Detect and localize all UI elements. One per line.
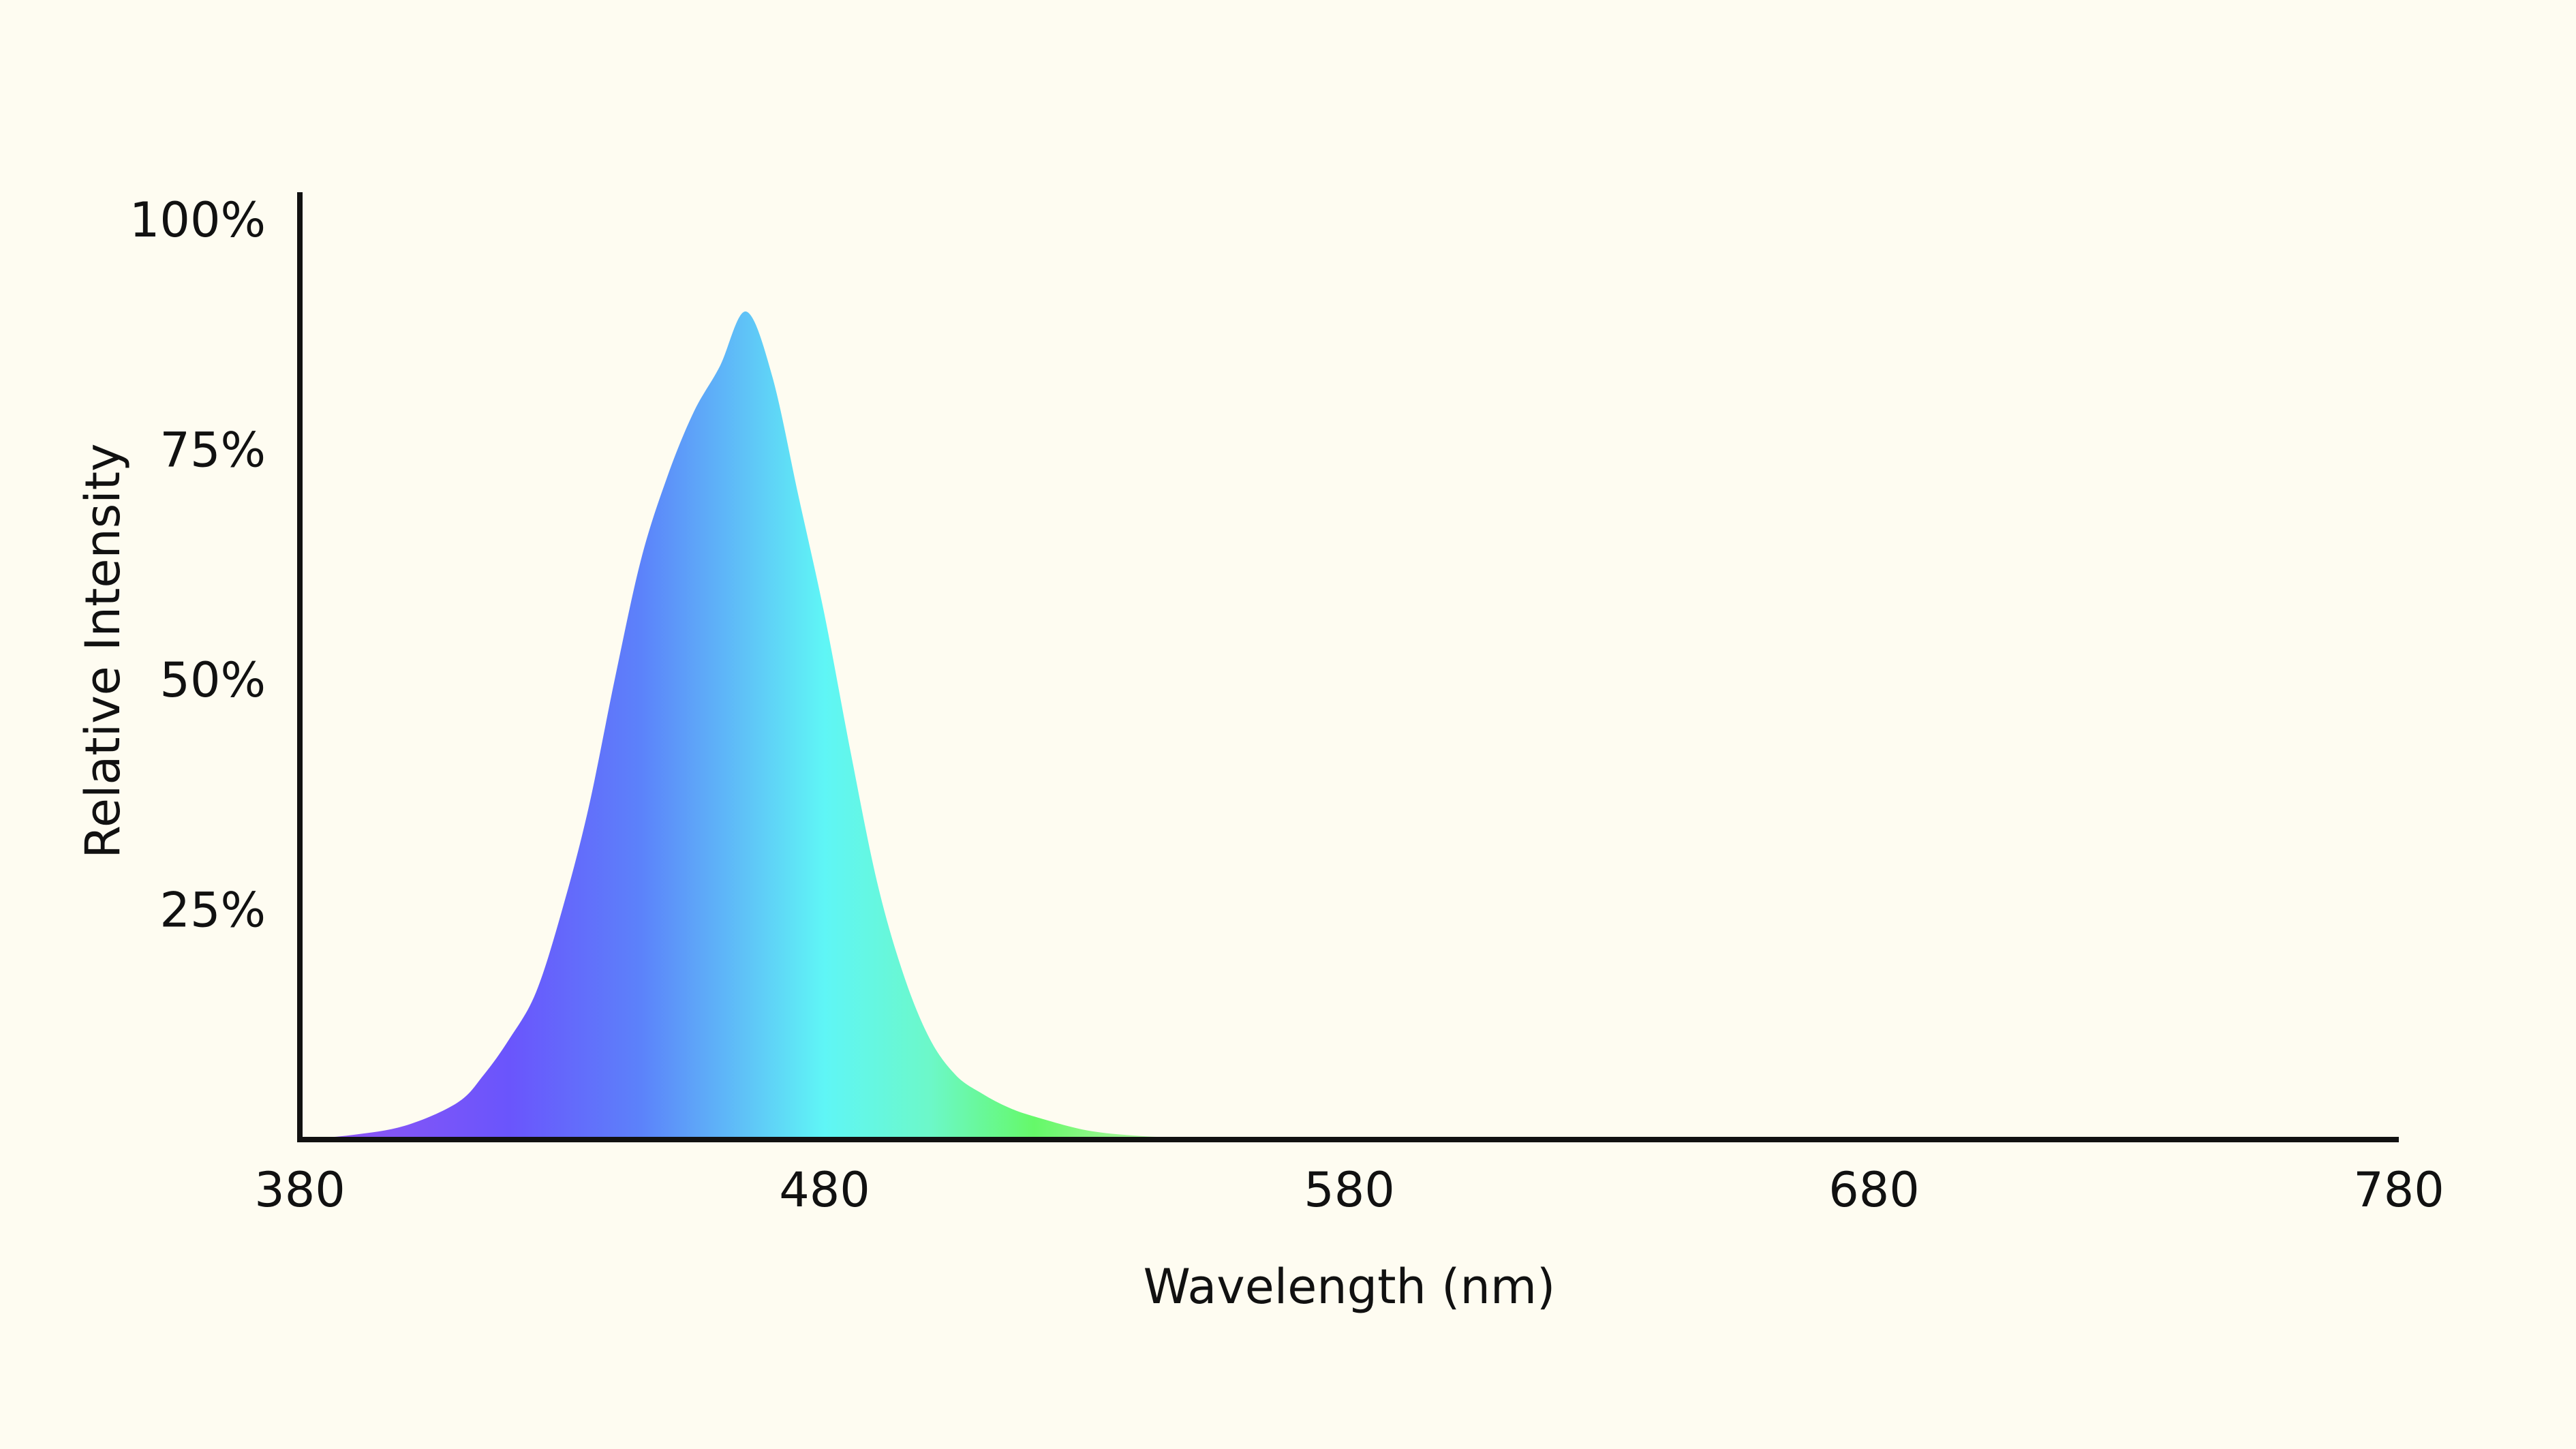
x-tick-label: 380 — [254, 1162, 346, 1218]
x-tick-label: 780 — [2353, 1162, 2444, 1218]
x-tick-label: 680 — [1828, 1162, 1920, 1218]
plot-area — [300, 311, 2399, 1140]
y-tick-label: 75% — [159, 423, 266, 478]
x-tick-label: 480 — [779, 1162, 870, 1218]
y-tick-label: 50% — [159, 652, 266, 708]
y-tick-labels: 25% 50% 75% 100% — [129, 192, 266, 939]
series-area — [300, 311, 2399, 1140]
x-tick-labels: 380 480 580 680 780 — [254, 1162, 2444, 1218]
x-tick-label: 580 — [1304, 1162, 1395, 1218]
y-tick-label: 100% — [129, 192, 266, 248]
y-tick-label: 25% — [159, 883, 266, 939]
x-axis-title: Wavelength (nm) — [1144, 1259, 1556, 1315]
y-axis-title: Relative Intensity — [75, 443, 131, 858]
